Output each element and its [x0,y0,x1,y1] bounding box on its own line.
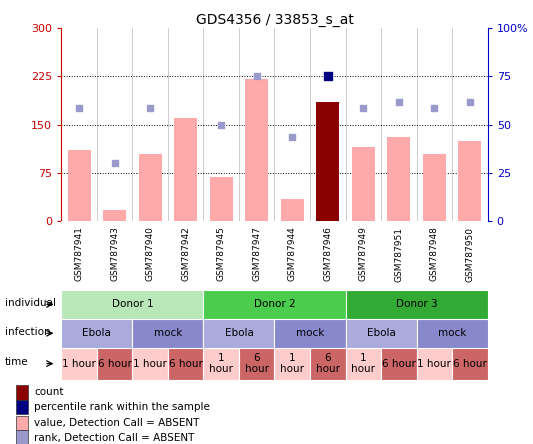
Text: Ebola: Ebola [224,328,253,338]
Point [359,105,368,112]
Bar [345,348,381,380]
Bar [274,348,310,380]
Text: GSM787941: GSM787941 [75,226,84,281]
Bar [245,79,268,221]
Text: Donor 3: Donor 3 [396,299,438,309]
Text: percentile rank within the sample: percentile rank within the sample [34,402,210,412]
Text: Ebola: Ebola [367,328,395,338]
Text: time: time [5,357,29,367]
Bar [209,177,233,221]
Point [466,99,474,106]
Bar [139,154,161,221]
Text: 1
hour: 1 hour [209,353,233,374]
Bar [16,416,28,430]
Point [110,160,119,167]
Bar [168,348,204,380]
Text: GSM787951: GSM787951 [394,226,403,281]
Bar [387,138,410,221]
Point [217,121,225,128]
Text: GSM787944: GSM787944 [288,226,297,281]
Text: 6
hour: 6 hour [316,353,340,374]
Text: GSM787948: GSM787948 [430,226,439,281]
Bar [204,348,239,380]
Text: 6 hour: 6 hour [98,359,132,369]
Point [288,134,296,141]
Text: 1 hour: 1 hour [417,359,451,369]
Bar [16,431,28,444]
Text: GSM787943: GSM787943 [110,226,119,281]
Bar [381,348,417,380]
Text: GSM787940: GSM787940 [146,226,155,281]
Text: infection: infection [5,327,51,337]
Text: 1
hour: 1 hour [351,353,375,374]
Text: 6 hour: 6 hour [382,359,416,369]
Text: GSM787942: GSM787942 [181,226,190,281]
Bar [61,348,97,380]
Text: GSM787946: GSM787946 [324,226,332,281]
Text: Ebola: Ebola [83,328,111,338]
Bar [204,290,345,319]
Bar [239,348,274,380]
Text: 6 hour: 6 hour [169,359,203,369]
Bar [16,385,28,400]
Bar [310,348,345,380]
Bar [132,348,168,380]
Text: value, Detection Call = ABSENT: value, Detection Call = ABSENT [34,418,199,428]
Point [324,73,332,80]
Text: GSM787945: GSM787945 [217,226,225,281]
Title: GDS4356 / 33853_s_at: GDS4356 / 33853_s_at [196,13,353,27]
Bar [345,290,488,319]
Point [394,99,403,106]
Bar [452,348,488,380]
Text: rank, Detection Call = ABSENT: rank, Detection Call = ABSENT [34,432,195,443]
Text: 1
hour: 1 hour [280,353,304,374]
Bar [417,319,488,348]
Point [430,105,439,112]
Text: mock: mock [438,328,466,338]
Text: count: count [34,388,63,397]
Text: GSM787950: GSM787950 [465,226,474,281]
Text: mock: mock [154,328,182,338]
Text: mock: mock [296,328,324,338]
Text: Donor 2: Donor 2 [254,299,295,309]
Bar [68,151,91,221]
Bar [204,319,274,348]
Bar [417,348,452,380]
Bar [458,141,481,221]
Text: 1 hour: 1 hour [133,359,167,369]
Bar [281,198,304,221]
Bar [274,319,345,348]
Bar [423,154,446,221]
Point [253,73,261,80]
Bar [103,210,126,221]
Text: 6 hour: 6 hour [453,359,487,369]
Point [75,105,83,112]
Point [146,105,155,112]
Bar [174,118,197,221]
Text: 6
hour: 6 hour [245,353,269,374]
Bar [345,319,417,348]
Bar [352,147,375,221]
Text: Donor 1: Donor 1 [111,299,153,309]
Bar [16,400,28,414]
Text: 1 hour: 1 hour [62,359,96,369]
Text: individual: individual [5,298,56,308]
Bar [132,319,204,348]
Bar [316,102,340,221]
Bar [61,290,204,319]
Text: GSM787947: GSM787947 [252,226,261,281]
Bar [61,319,132,348]
Bar [97,348,132,380]
Text: GSM787949: GSM787949 [359,226,368,281]
